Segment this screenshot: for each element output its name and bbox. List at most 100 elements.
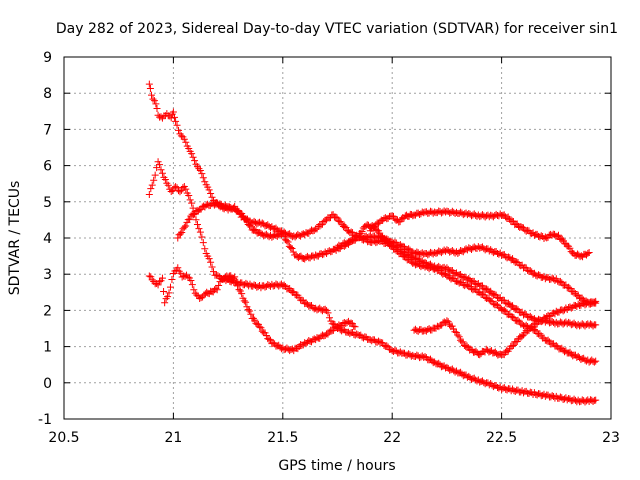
y-tick-label: 5 (43, 195, 52, 211)
data-point (172, 183, 180, 191)
data-point (324, 309, 332, 317)
y-tick-label: 7 (43, 122, 52, 138)
data-point (265, 335, 273, 343)
y-tick-label: 3 (43, 267, 52, 283)
data-point (565, 283, 573, 291)
data-point (333, 214, 341, 222)
data-point (509, 341, 517, 349)
data-point (238, 290, 246, 298)
series-arc-7 (410, 297, 600, 359)
data-point (156, 161, 164, 169)
data-point (196, 167, 204, 175)
data-point (208, 193, 216, 201)
data-point (148, 181, 156, 189)
data-point (478, 290, 486, 298)
data-point (492, 300, 500, 308)
data-point (590, 358, 598, 366)
data-point (321, 305, 329, 313)
data-point (508, 342, 516, 350)
data-point (145, 80, 153, 88)
data-point (401, 252, 409, 260)
data-point (148, 91, 156, 99)
data-point (370, 224, 378, 232)
data-point (500, 306, 508, 314)
data-point (454, 331, 462, 339)
data-point (149, 95, 157, 103)
data-point (590, 298, 598, 306)
data-point (148, 276, 156, 284)
data-point (156, 278, 164, 286)
data-point (208, 263, 216, 271)
data-point (185, 191, 193, 199)
data-point (242, 298, 250, 306)
axis-ticks (63, 56, 612, 420)
data-point (153, 164, 161, 172)
data-point (178, 273, 186, 281)
data-point (526, 267, 534, 275)
data-point (154, 281, 162, 289)
data-point (193, 291, 201, 299)
data-point (383, 342, 391, 350)
data-point (177, 132, 185, 140)
data-point (150, 176, 158, 184)
series-arc-2 (145, 158, 600, 406)
data-point (585, 248, 593, 256)
data-point (199, 239, 207, 247)
data-point (514, 316, 522, 324)
data-point (207, 258, 215, 266)
data-point (584, 249, 592, 257)
data-point (201, 178, 209, 186)
data-point (161, 299, 169, 307)
data-point (196, 294, 204, 302)
data-point (181, 272, 189, 280)
x-axis-title: GPS time / hours (278, 458, 395, 474)
data-point (213, 286, 221, 294)
y-axis-title: SDTVAR / TECUs (7, 181, 23, 296)
data-point (182, 185, 190, 193)
data-point (566, 348, 574, 356)
data-point (247, 310, 255, 318)
data-point (234, 282, 242, 290)
data-point (247, 222, 255, 230)
data-point (554, 231, 562, 239)
y-tick-label: 2 (43, 303, 52, 319)
data-point (169, 108, 177, 116)
data-point (463, 342, 471, 350)
data-point (556, 277, 564, 285)
y-tick-label: 8 (43, 86, 52, 102)
data-point (169, 187, 177, 195)
y-tick-label: 0 (43, 376, 52, 392)
data-point (232, 278, 240, 286)
data-point (592, 321, 600, 329)
data-point (369, 224, 377, 232)
data-point (251, 225, 259, 233)
data-point (332, 213, 340, 221)
data-point (592, 396, 600, 404)
data-point (592, 297, 600, 305)
data-point (280, 232, 288, 240)
data-point (146, 85, 154, 93)
data-point (179, 184, 187, 192)
y-tick-label: 1 (43, 340, 52, 356)
data-point (188, 281, 196, 289)
data-point (272, 224, 280, 232)
x-tick-label: 21.5 (267, 430, 298, 446)
chart-title: Day 282 of 2023, Sidereal Day-to-day VTE… (56, 21, 618, 37)
data-point (152, 100, 160, 108)
series-arc-5 (366, 207, 593, 261)
data-point (164, 181, 172, 189)
data-point (457, 368, 465, 376)
data-point (193, 221, 201, 229)
data-point (174, 264, 182, 272)
data-point (164, 293, 172, 301)
data-point (186, 196, 194, 204)
series-arc-3 (145, 264, 359, 355)
data-point (201, 245, 209, 253)
data-point (287, 243, 295, 251)
data-point (184, 273, 192, 281)
data-point (145, 191, 153, 199)
x-tick-label: 22.5 (486, 430, 517, 446)
data-point (231, 273, 239, 281)
data-point (178, 228, 186, 236)
